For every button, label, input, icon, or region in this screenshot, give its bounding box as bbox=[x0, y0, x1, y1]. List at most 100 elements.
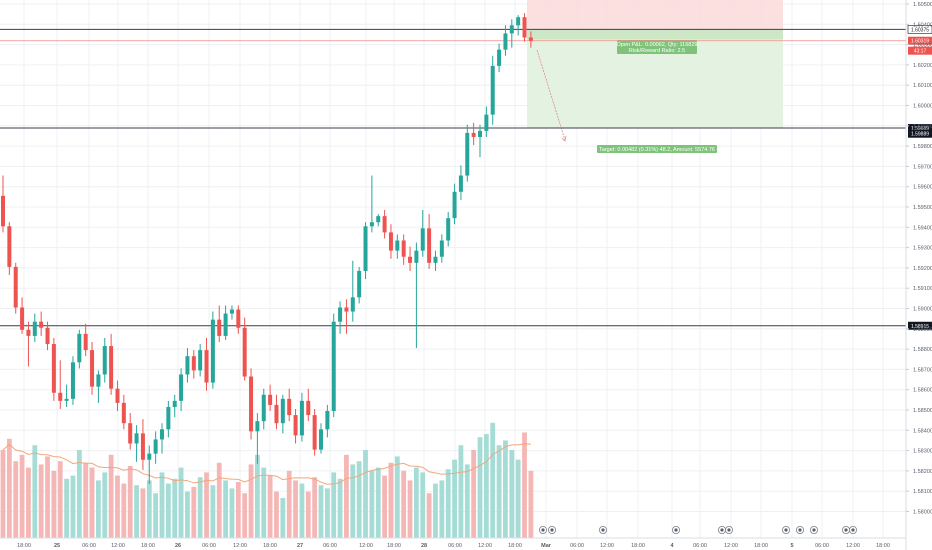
price-tick-label: 1.60300 bbox=[913, 43, 932, 49]
candle-body bbox=[509, 25, 514, 34]
volume-bar bbox=[108, 454, 114, 538]
event-markers[interactable] bbox=[539, 526, 858, 535]
candle-body bbox=[147, 453, 152, 460]
candle-body bbox=[439, 240, 444, 257]
candle-body bbox=[287, 398, 292, 416]
price-line-badge bbox=[908, 321, 932, 330]
price-line-label: 1.59889 bbox=[911, 126, 929, 132]
price-tick-label: 1.59700 bbox=[913, 164, 932, 170]
candle-body bbox=[20, 307, 25, 330]
candle-body bbox=[497, 49, 502, 66]
volume-bar bbox=[522, 432, 527, 538]
candle-body bbox=[109, 346, 114, 389]
time-tick-label: 5 bbox=[790, 543, 793, 549]
volume-bar bbox=[64, 478, 69, 538]
candle-body bbox=[134, 433, 139, 444]
volume-bar bbox=[159, 472, 165, 538]
horizontal-lines[interactable]: 1.60375 1.60319 1.59889 1.58915 43:17 1.59889 bbox=[0, 25, 932, 330]
volume-bar bbox=[261, 467, 267, 538]
price-tick-label: 1.60400 bbox=[913, 22, 932, 28]
volume-bar bbox=[178, 467, 184, 538]
candle-body bbox=[185, 356, 190, 375]
candle-body bbox=[395, 240, 400, 251]
candle-body bbox=[128, 423, 133, 444]
volume-bar bbox=[305, 491, 311, 538]
volume-bar bbox=[503, 440, 508, 538]
volume-bar bbox=[204, 472, 209, 538]
candle-body bbox=[458, 175, 463, 192]
volume-bar bbox=[146, 480, 152, 538]
price-axis[interactable]: 1.60500 1.60400 1.60300 1.60200 1.60100 1.600… bbox=[905, 0, 932, 550]
candle-body bbox=[528, 37, 533, 41]
stop-loss-zone bbox=[527, 0, 783, 30]
candle-body bbox=[363, 226, 368, 271]
price-tick-label: 1.60100 bbox=[913, 83, 932, 89]
time-axis[interactable]: 18:00 25 06:00 12:00 18:00 26 06:00 12:00 18:00 2… bbox=[0, 537, 906, 549]
time-tick-label: 12:00 bbox=[359, 543, 373, 549]
volume-bar bbox=[165, 483, 171, 538]
volume-bar bbox=[369, 470, 375, 538]
price-tick-label: 1.58100 bbox=[913, 489, 932, 495]
price-tick-label: 1.59400 bbox=[913, 225, 932, 231]
volume-bar bbox=[102, 472, 108, 538]
time-tick-label: 06:00 bbox=[693, 543, 707, 549]
volume-bar bbox=[274, 491, 279, 538]
time-tick-label: 28 bbox=[421, 543, 427, 549]
economic-event-dot bbox=[674, 528, 678, 532]
volume-bar bbox=[471, 450, 477, 538]
candle-body bbox=[420, 228, 425, 251]
volume-bar bbox=[439, 480, 445, 538]
candle-body bbox=[32, 321, 37, 336]
price-tick-label: 1.58700 bbox=[913, 367, 932, 373]
volume-bar bbox=[0, 450, 6, 538]
volume-bar bbox=[96, 480, 101, 538]
price-tick-label: 1.58600 bbox=[913, 388, 932, 394]
time-tick-label: 18:00 bbox=[876, 543, 890, 549]
candle-body bbox=[490, 65, 495, 115]
candle-body bbox=[191, 356, 196, 371]
volume-bar bbox=[89, 467, 95, 538]
volume-bar bbox=[185, 491, 190, 538]
volume-bar bbox=[26, 467, 31, 538]
volume-bar bbox=[229, 488, 235, 538]
volume-bar bbox=[216, 462, 222, 538]
candle-body bbox=[223, 313, 228, 336]
candle-body bbox=[408, 256, 413, 263]
volume-bar bbox=[134, 485, 139, 538]
volume-bar bbox=[197, 477, 203, 538]
target-label: Target: 0.00482 (0.31%) 48.2, Amount: 55… bbox=[599, 147, 715, 153]
candle-body bbox=[64, 398, 69, 401]
volume-bar bbox=[375, 467, 381, 538]
candle-body bbox=[204, 350, 209, 383]
time-tick-label: 27 bbox=[297, 543, 303, 549]
volume-bar bbox=[267, 475, 273, 538]
volume-bar bbox=[13, 461, 19, 538]
candle-body bbox=[401, 240, 406, 257]
target-label-box bbox=[597, 145, 717, 153]
time-tick-label: 12:00 bbox=[111, 543, 125, 549]
volume-bar bbox=[464, 464, 470, 538]
candle-body bbox=[102, 346, 107, 375]
volume-bar bbox=[433, 483, 438, 538]
short-position-tool[interactable]: Open P&L: 0.00062, Qty: 116829Risk/Rewar… bbox=[527, 0, 783, 153]
volume-bar bbox=[483, 434, 489, 538]
volume-bar bbox=[414, 467, 419, 538]
candle-body bbox=[388, 232, 393, 251]
candle-body bbox=[70, 362, 75, 399]
volume-bar bbox=[515, 459, 521, 538]
volume-bar bbox=[210, 485, 216, 538]
candle-body bbox=[452, 191, 457, 219]
volume-bar bbox=[76, 450, 82, 538]
time-tick-label: Mar bbox=[541, 543, 552, 549]
candle-body bbox=[319, 429, 323, 450]
volume-bar bbox=[32, 445, 38, 538]
candle-body bbox=[198, 350, 203, 371]
candle-body bbox=[503, 33, 508, 50]
price-tick-label: 1.58300 bbox=[913, 449, 932, 455]
candle-body bbox=[96, 374, 101, 387]
volume-bar bbox=[318, 485, 324, 538]
candle-body bbox=[293, 415, 298, 436]
economic-event-dot bbox=[851, 528, 855, 532]
open-pnl-zone bbox=[527, 29, 783, 40]
